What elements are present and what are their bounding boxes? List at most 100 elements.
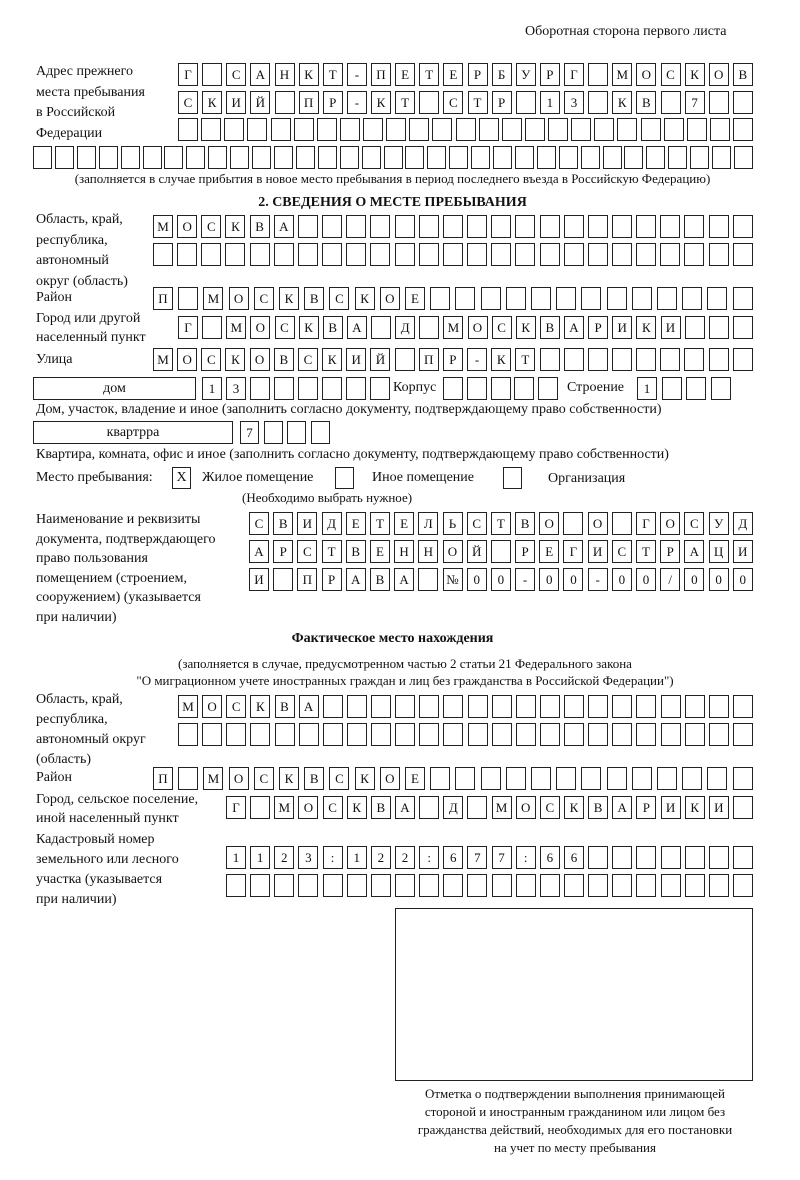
char-cell[interactable] — [612, 874, 633, 897]
char-cell[interactable] — [274, 723, 295, 746]
char-cell[interactable] — [322, 723, 343, 746]
char-cell[interactable]: К — [225, 215, 246, 238]
char-cell[interactable]: Г — [636, 512, 656, 535]
char-cell[interactable]: О — [636, 63, 657, 86]
char-cell[interactable] — [419, 91, 440, 114]
char-cell[interactable] — [538, 377, 558, 400]
char-cell[interactable] — [732, 287, 753, 310]
char-cell[interactable] — [539, 348, 560, 371]
char-cell[interactable]: К — [371, 91, 391, 114]
char-cell[interactable]: Е — [405, 287, 426, 310]
char-cell[interactable] — [684, 723, 705, 746]
char-cell[interactable]: Б — [491, 63, 512, 86]
char-cell[interactable] — [270, 118, 291, 141]
char-cell[interactable]: О — [379, 767, 400, 790]
char-cell[interactable] — [612, 846, 633, 869]
char-cell[interactable] — [33, 146, 52, 169]
char-cell[interactable] — [660, 695, 681, 718]
char-cell[interactable]: В — [304, 767, 325, 790]
char-cell[interactable] — [297, 243, 318, 266]
char-cell[interactable] — [606, 287, 627, 310]
char-cell[interactable]: В — [273, 348, 294, 371]
corpus-cells[interactable] — [443, 377, 558, 400]
char-cell[interactable] — [177, 243, 198, 266]
char-cell[interactable] — [612, 723, 633, 746]
char-cell[interactable] — [493, 146, 513, 169]
char-cell[interactable]: В — [732, 63, 753, 86]
char-cell[interactable] — [539, 695, 560, 718]
char-cell[interactable] — [660, 874, 681, 897]
char-cell[interactable] — [322, 377, 342, 400]
char-cell[interactable]: 7 — [240, 421, 259, 444]
char-cell[interactable]: : — [419, 846, 440, 869]
char-cell[interactable] — [548, 118, 568, 141]
char-cell[interactable]: Р — [321, 568, 342, 591]
char-cell[interactable]: - — [467, 348, 488, 371]
char-cell[interactable]: М — [491, 796, 512, 819]
char-cell[interactable] — [684, 243, 705, 266]
char-cell[interactable] — [707, 767, 728, 790]
char-cell[interactable] — [310, 421, 330, 444]
char-cell[interactable]: С — [297, 540, 318, 563]
char-cell[interactable] — [430, 287, 451, 310]
char-cell[interactable]: С — [226, 695, 247, 718]
char-cell[interactable]: П — [153, 287, 173, 310]
char-cell[interactable]: С — [329, 767, 350, 790]
char-cell[interactable] — [346, 377, 366, 400]
char-cell[interactable]: К — [354, 767, 375, 790]
char-cell[interactable] — [274, 874, 295, 897]
char-cell[interactable]: 1 — [346, 846, 367, 869]
char-cell[interactable] — [684, 695, 705, 718]
char-cell[interactable] — [250, 874, 271, 897]
char-cell[interactable] — [443, 695, 464, 718]
char-cell[interactable]: 3 — [226, 377, 246, 400]
checkbox-other-premises[interactable] — [335, 467, 354, 489]
char-cell[interactable] — [201, 243, 222, 266]
char-cell[interactable]: Г — [178, 316, 198, 339]
char-cell[interactable]: Р — [539, 63, 560, 86]
char-cell[interactable] — [580, 146, 600, 169]
char-cell[interactable]: 1 — [250, 846, 271, 869]
char-cell[interactable] — [418, 568, 439, 591]
char-cell[interactable] — [581, 767, 602, 790]
char-cell[interactable]: Р — [636, 796, 657, 819]
char-cell[interactable] — [690, 146, 710, 169]
char-cell[interactable]: К — [612, 91, 633, 114]
char-cell[interactable] — [370, 874, 391, 897]
char-cell[interactable]: М — [274, 796, 295, 819]
char-cell[interactable]: Д — [732, 512, 753, 535]
char-cell[interactable] — [178, 287, 199, 310]
char-cell[interactable] — [370, 377, 390, 400]
char-cell[interactable] — [708, 243, 729, 266]
char-cell[interactable]: М — [203, 767, 224, 790]
char-cell[interactable]: В — [515, 512, 536, 535]
char-cell[interactable] — [467, 215, 488, 238]
char-cell[interactable] — [274, 91, 295, 114]
char-cell[interactable]: К — [515, 316, 536, 339]
char-cell[interactable]: 1 — [637, 377, 657, 400]
char-cell[interactable] — [588, 846, 609, 869]
char-cell[interactable]: К — [563, 796, 584, 819]
char-cell[interactable]: В — [345, 540, 366, 563]
char-cell[interactable] — [442, 243, 463, 266]
char-cell[interactable] — [556, 767, 577, 790]
char-cell[interactable] — [581, 287, 602, 310]
cadastral-row-2[interactable] — [226, 874, 753, 897]
char-cell[interactable] — [455, 287, 476, 310]
char-cell[interactable] — [298, 377, 318, 400]
char-cell[interactable]: 2 — [394, 846, 415, 869]
char-cell[interactable] — [563, 215, 584, 238]
char-cell[interactable]: Й — [370, 348, 391, 371]
char-cell[interactable]: / — [660, 568, 681, 591]
char-cell[interactable]: Л — [418, 512, 439, 535]
char-cell[interactable] — [490, 377, 511, 400]
char-cell[interactable]: - — [346, 91, 367, 114]
char-cell[interactable]: С — [297, 348, 318, 371]
char-cell[interactable]: О — [177, 348, 198, 371]
char-cell[interactable]: Н — [394, 540, 415, 563]
char-cell[interactable]: Е — [443, 63, 464, 86]
char-cell[interactable] — [443, 377, 463, 400]
char-cell[interactable] — [709, 118, 730, 141]
